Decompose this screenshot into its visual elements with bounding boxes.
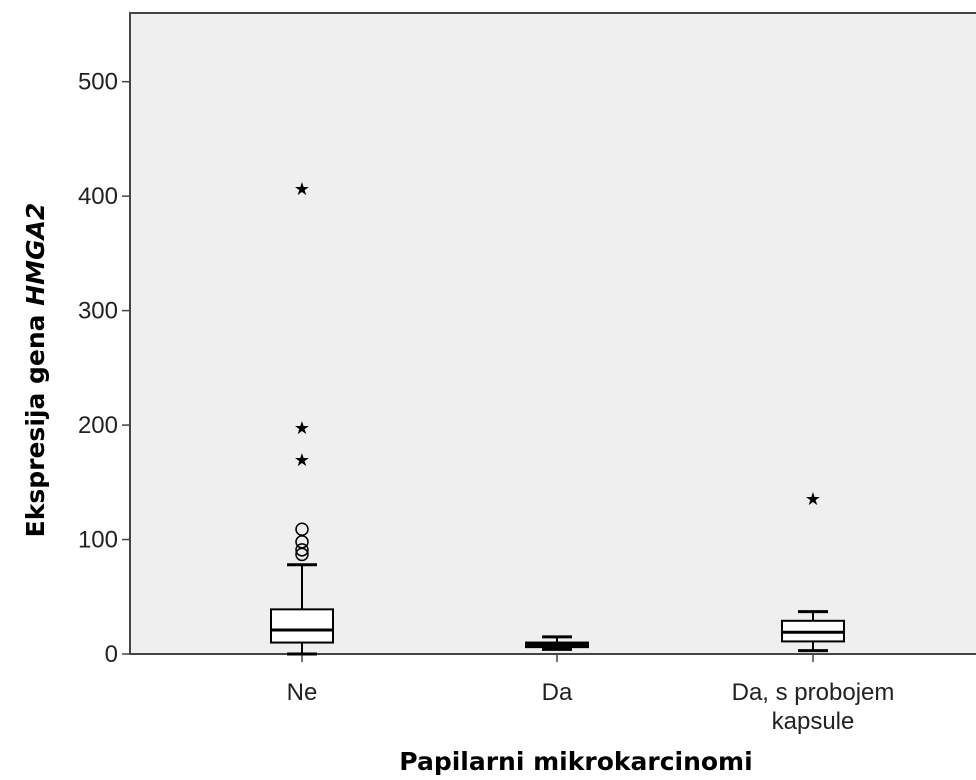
x-tick-label-line: Da, s probojem bbox=[732, 679, 895, 706]
y-tick-label: 100 bbox=[78, 527, 118, 554]
x-tick-label: Da bbox=[542, 679, 573, 706]
x-tick-label: Ne bbox=[287, 679, 318, 706]
y-axis-title-part: HMGA2 bbox=[21, 203, 50, 306]
extreme-point: ★ bbox=[294, 450, 310, 471]
y-axis: 0 100 200 300 400 500 bbox=[78, 13, 131, 668]
x-tick-label-line: Da bbox=[542, 679, 573, 706]
y-tick-label: 300 bbox=[78, 298, 118, 325]
x-tick-label: Da, s probojem kapsule bbox=[732, 679, 895, 735]
y-tick-label: 200 bbox=[78, 412, 118, 439]
plot-area bbox=[129, 12, 976, 655]
x-tick-label-line: Ne bbox=[287, 679, 318, 706]
y-axis-title-part: Ekspresija gena bbox=[21, 306, 50, 538]
y-tick-label: 500 bbox=[78, 69, 118, 96]
extreme-point: ★ bbox=[294, 418, 310, 439]
y-axis-title: Ekspresija gena HMGA2 bbox=[21, 203, 50, 538]
box-group: ★ bbox=[781, 489, 845, 653]
box bbox=[270, 608, 334, 644]
y-tick-label: 0 bbox=[105, 641, 118, 668]
box-group: ★ ★ ★ bbox=[270, 179, 334, 656]
outlier-point bbox=[295, 543, 309, 557]
x-axis: Ne Da Da, s probojem kapsule bbox=[130, 653, 976, 735]
box-group bbox=[525, 635, 589, 651]
x-tick-label-line: kapsule bbox=[772, 708, 855, 735]
extreme-point: ★ bbox=[805, 489, 821, 510]
extreme-point: ★ bbox=[294, 179, 310, 200]
x-axis-title: Papilarni mikrokarcinomi bbox=[399, 747, 752, 776]
y-tick-label: 400 bbox=[78, 183, 118, 210]
box-series: ★ ★ ★ ★ bbox=[270, 179, 845, 656]
outlier-point bbox=[295, 522, 309, 536]
